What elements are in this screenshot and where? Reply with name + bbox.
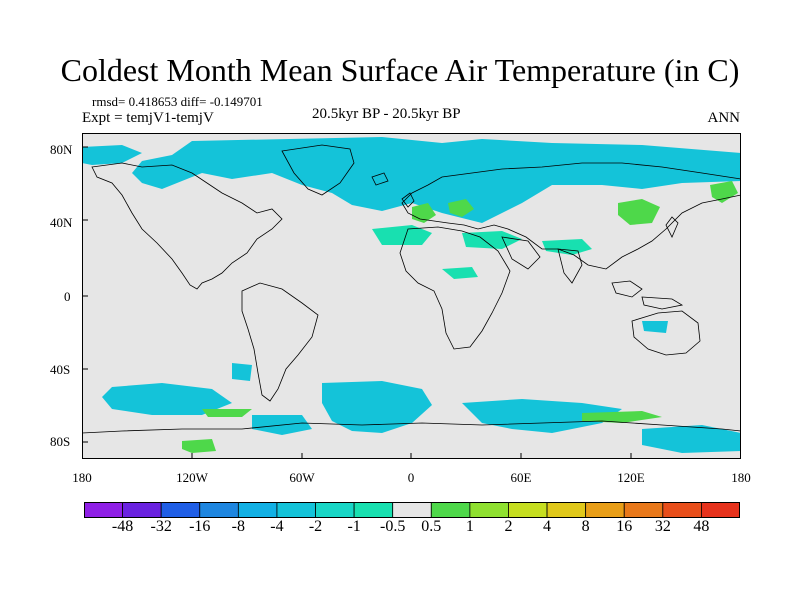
lon-label-180e: 180 (731, 470, 751, 485)
legend-label: 16 (616, 518, 633, 535)
lon-label-0: 0 (407, 470, 415, 485)
map-title: Coldest Month Mean Surface Air Temperatu… (60, 52, 740, 88)
experiment-label: Expt = temjV1-temjV (82, 110, 214, 126)
legend-swatch (122, 502, 162, 518)
legend-swatch (701, 502, 740, 518)
legend-swatch (84, 502, 123, 518)
lat-label-80s: 80S (50, 434, 71, 449)
legend-label: -8 (231, 518, 245, 535)
lon-label-60e: 60E (510, 470, 532, 485)
legend-swatch (392, 502, 432, 518)
legend-swatch (237, 502, 278, 518)
legend-label: 8 (581, 518, 590, 535)
coastlines (82, 144, 741, 434)
legend-swatch (160, 502, 201, 518)
legend-label: 4 (543, 518, 552, 535)
legend-swatch (546, 502, 587, 518)
legend-swatches (84, 502, 740, 518)
lat-label-80n: 80N (50, 142, 73, 157)
legend-label: -0.5 (380, 518, 406, 535)
legend-label: -1 (347, 518, 361, 535)
legend-label: 2 (504, 518, 513, 535)
warming-regions (182, 181, 738, 453)
legend-swatch (469, 502, 509, 518)
legend-swatch (353, 502, 394, 518)
legend-label: -4 (270, 518, 284, 535)
slight-cooling-regions (372, 225, 592, 279)
legend-label: 48 (693, 518, 710, 535)
legend-swatch (276, 502, 316, 518)
legend-swatch (508, 502, 548, 518)
lon-label-60w: 60W (289, 470, 315, 485)
legend-label: 0.5 (421, 518, 442, 535)
axis-ticks (82, 146, 632, 459)
lon-label-180w: 180 (72, 470, 92, 485)
legend-label: -48 (111, 518, 134, 535)
world-map (82, 133, 741, 459)
legend-label: 32 (654, 518, 671, 535)
period-label: 20.5kyr BP - 20.5kyr BP (312, 106, 461, 122)
legend-label: -32 (150, 518, 172, 535)
legend-swatch (623, 502, 664, 518)
legend-label: -2 (308, 518, 323, 535)
legend-swatch (199, 502, 239, 518)
legend-swatch (315, 502, 355, 518)
legend-swatch (662, 502, 702, 518)
legend-label: -16 (189, 518, 211, 535)
lat-label-equator: 0 (64, 289, 71, 304)
lon-label-120e: 120E (617, 470, 645, 485)
legend-swatch (430, 502, 471, 518)
legend-swatch (585, 502, 625, 518)
lat-label-40n: 40N (50, 215, 73, 230)
legend-frame (84, 502, 740, 518)
lon-label-120w: 120W (176, 470, 208, 485)
stats-text: rmsd= 0.418653 diff= -0.149701 (92, 94, 263, 109)
legend-label: 1 (465, 518, 474, 535)
color-legend (84, 502, 740, 518)
season-label: ANN (707, 110, 741, 126)
lat-label-40s: 40S (50, 362, 71, 377)
